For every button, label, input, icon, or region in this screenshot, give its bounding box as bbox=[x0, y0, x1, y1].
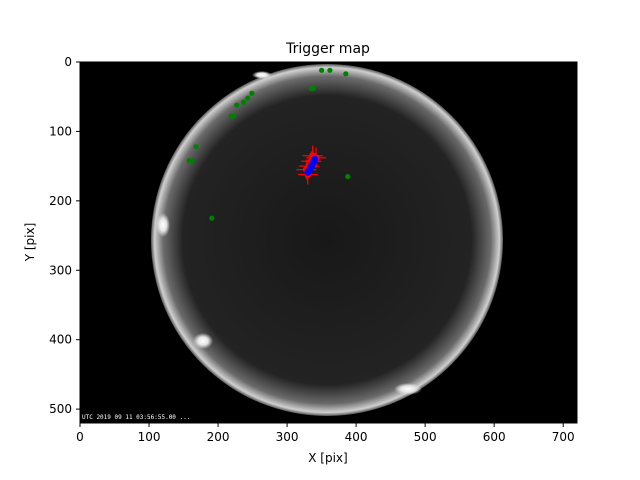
y-tick-label: 0 bbox=[64, 55, 72, 69]
y-tick-label: 300 bbox=[49, 263, 72, 277]
green-star-point bbox=[209, 215, 215, 221]
horizon-glow-bottom-right bbox=[394, 383, 422, 395]
x-tick-label: 100 bbox=[138, 430, 161, 444]
y-tick-label: 400 bbox=[49, 333, 72, 347]
horizon-glow-left bbox=[156, 213, 170, 237]
green-star-point bbox=[327, 67, 333, 73]
axes-frame bbox=[79, 61, 578, 424]
sky-image: UTC 2019 09 11 03:56:55.00 ... bbox=[80, 62, 577, 423]
green-star-point bbox=[193, 144, 199, 150]
green-star-point bbox=[230, 113, 236, 119]
x-axis-label: X [pix] bbox=[308, 451, 347, 465]
x-tick-label: 300 bbox=[276, 430, 299, 444]
green-star-point bbox=[240, 99, 247, 105]
x-tick-label: 0 bbox=[76, 430, 84, 444]
y-tick-label: 200 bbox=[49, 194, 72, 208]
x-tick-label: 400 bbox=[345, 430, 368, 444]
data-marks bbox=[186, 67, 351, 221]
green-star-point bbox=[318, 67, 325, 73]
green-star-point bbox=[310, 85, 316, 91]
x-axis: 0 100 200 300 400 500 600 700 bbox=[76, 423, 575, 444]
sky-dome bbox=[151, 64, 503, 416]
x-tick-label: 600 bbox=[483, 430, 506, 444]
horizon-glow-bottom-left bbox=[193, 333, 213, 349]
x-tick-label: 700 bbox=[552, 430, 575, 444]
green-star-point bbox=[189, 157, 195, 164]
green-star-point bbox=[249, 90, 255, 96]
x-tick-label: 200 bbox=[207, 430, 230, 444]
y-axis: 0 100 200 300 400 500 bbox=[49, 55, 80, 416]
green-star-point bbox=[345, 173, 351, 180]
timestamp-box bbox=[80, 412, 208, 421]
y-axis-label: Y [pix] bbox=[23, 223, 37, 263]
green-star-point bbox=[234, 102, 240, 108]
horizon-glow-top bbox=[252, 71, 272, 79]
blue-trigger-point bbox=[304, 168, 312, 176]
green-star-point bbox=[343, 71, 349, 77]
chart-title: Trigger map bbox=[285, 41, 370, 57]
green-star-point bbox=[245, 95, 251, 101]
y-tick-label: 500 bbox=[49, 402, 72, 416]
timestamp-overlay: UTC 2019 09 11 03:56:55.00 ... bbox=[82, 414, 190, 421]
x-tick-label: 500 bbox=[414, 430, 437, 444]
y-tick-label: 100 bbox=[49, 124, 72, 138]
